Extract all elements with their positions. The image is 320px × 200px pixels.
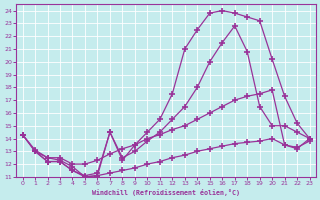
X-axis label: Windchill (Refroidissement éolien,°C): Windchill (Refroidissement éolien,°C) (92, 189, 240, 196)
